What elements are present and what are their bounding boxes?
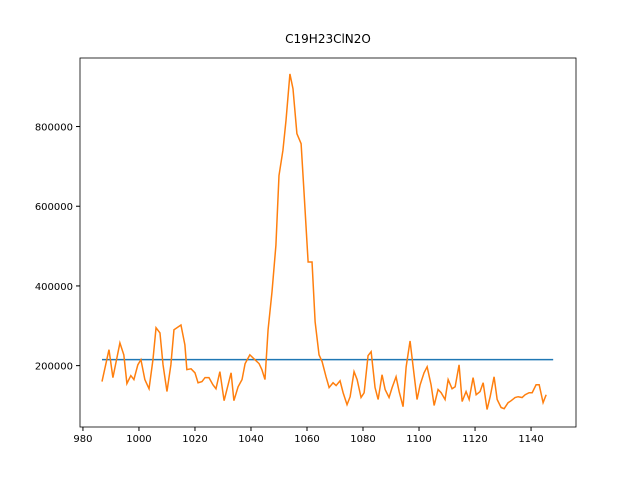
x-tick-label: 1140 xyxy=(518,434,543,445)
x-tick-label: 1020 xyxy=(182,434,207,445)
line-series xyxy=(101,73,547,410)
x-tick-label: 1060 xyxy=(294,434,319,445)
x-tick-label: 1120 xyxy=(462,434,487,445)
y-tick-label: 800000 xyxy=(35,123,73,134)
x-tick-label: 1100 xyxy=(406,434,431,445)
x-tick-label: 980 xyxy=(73,434,92,445)
x-tick-label: 1040 xyxy=(238,434,263,445)
chart-title: C19H23ClN2O xyxy=(285,32,371,46)
y-tick-label: 400000 xyxy=(35,282,73,293)
x-tick-label: 1000 xyxy=(126,434,151,445)
y-tick-label: 600000 xyxy=(35,202,73,213)
plot-frame xyxy=(79,57,577,428)
x-tick-label: 1080 xyxy=(350,434,375,445)
y-tick-label: 200000 xyxy=(35,362,73,373)
